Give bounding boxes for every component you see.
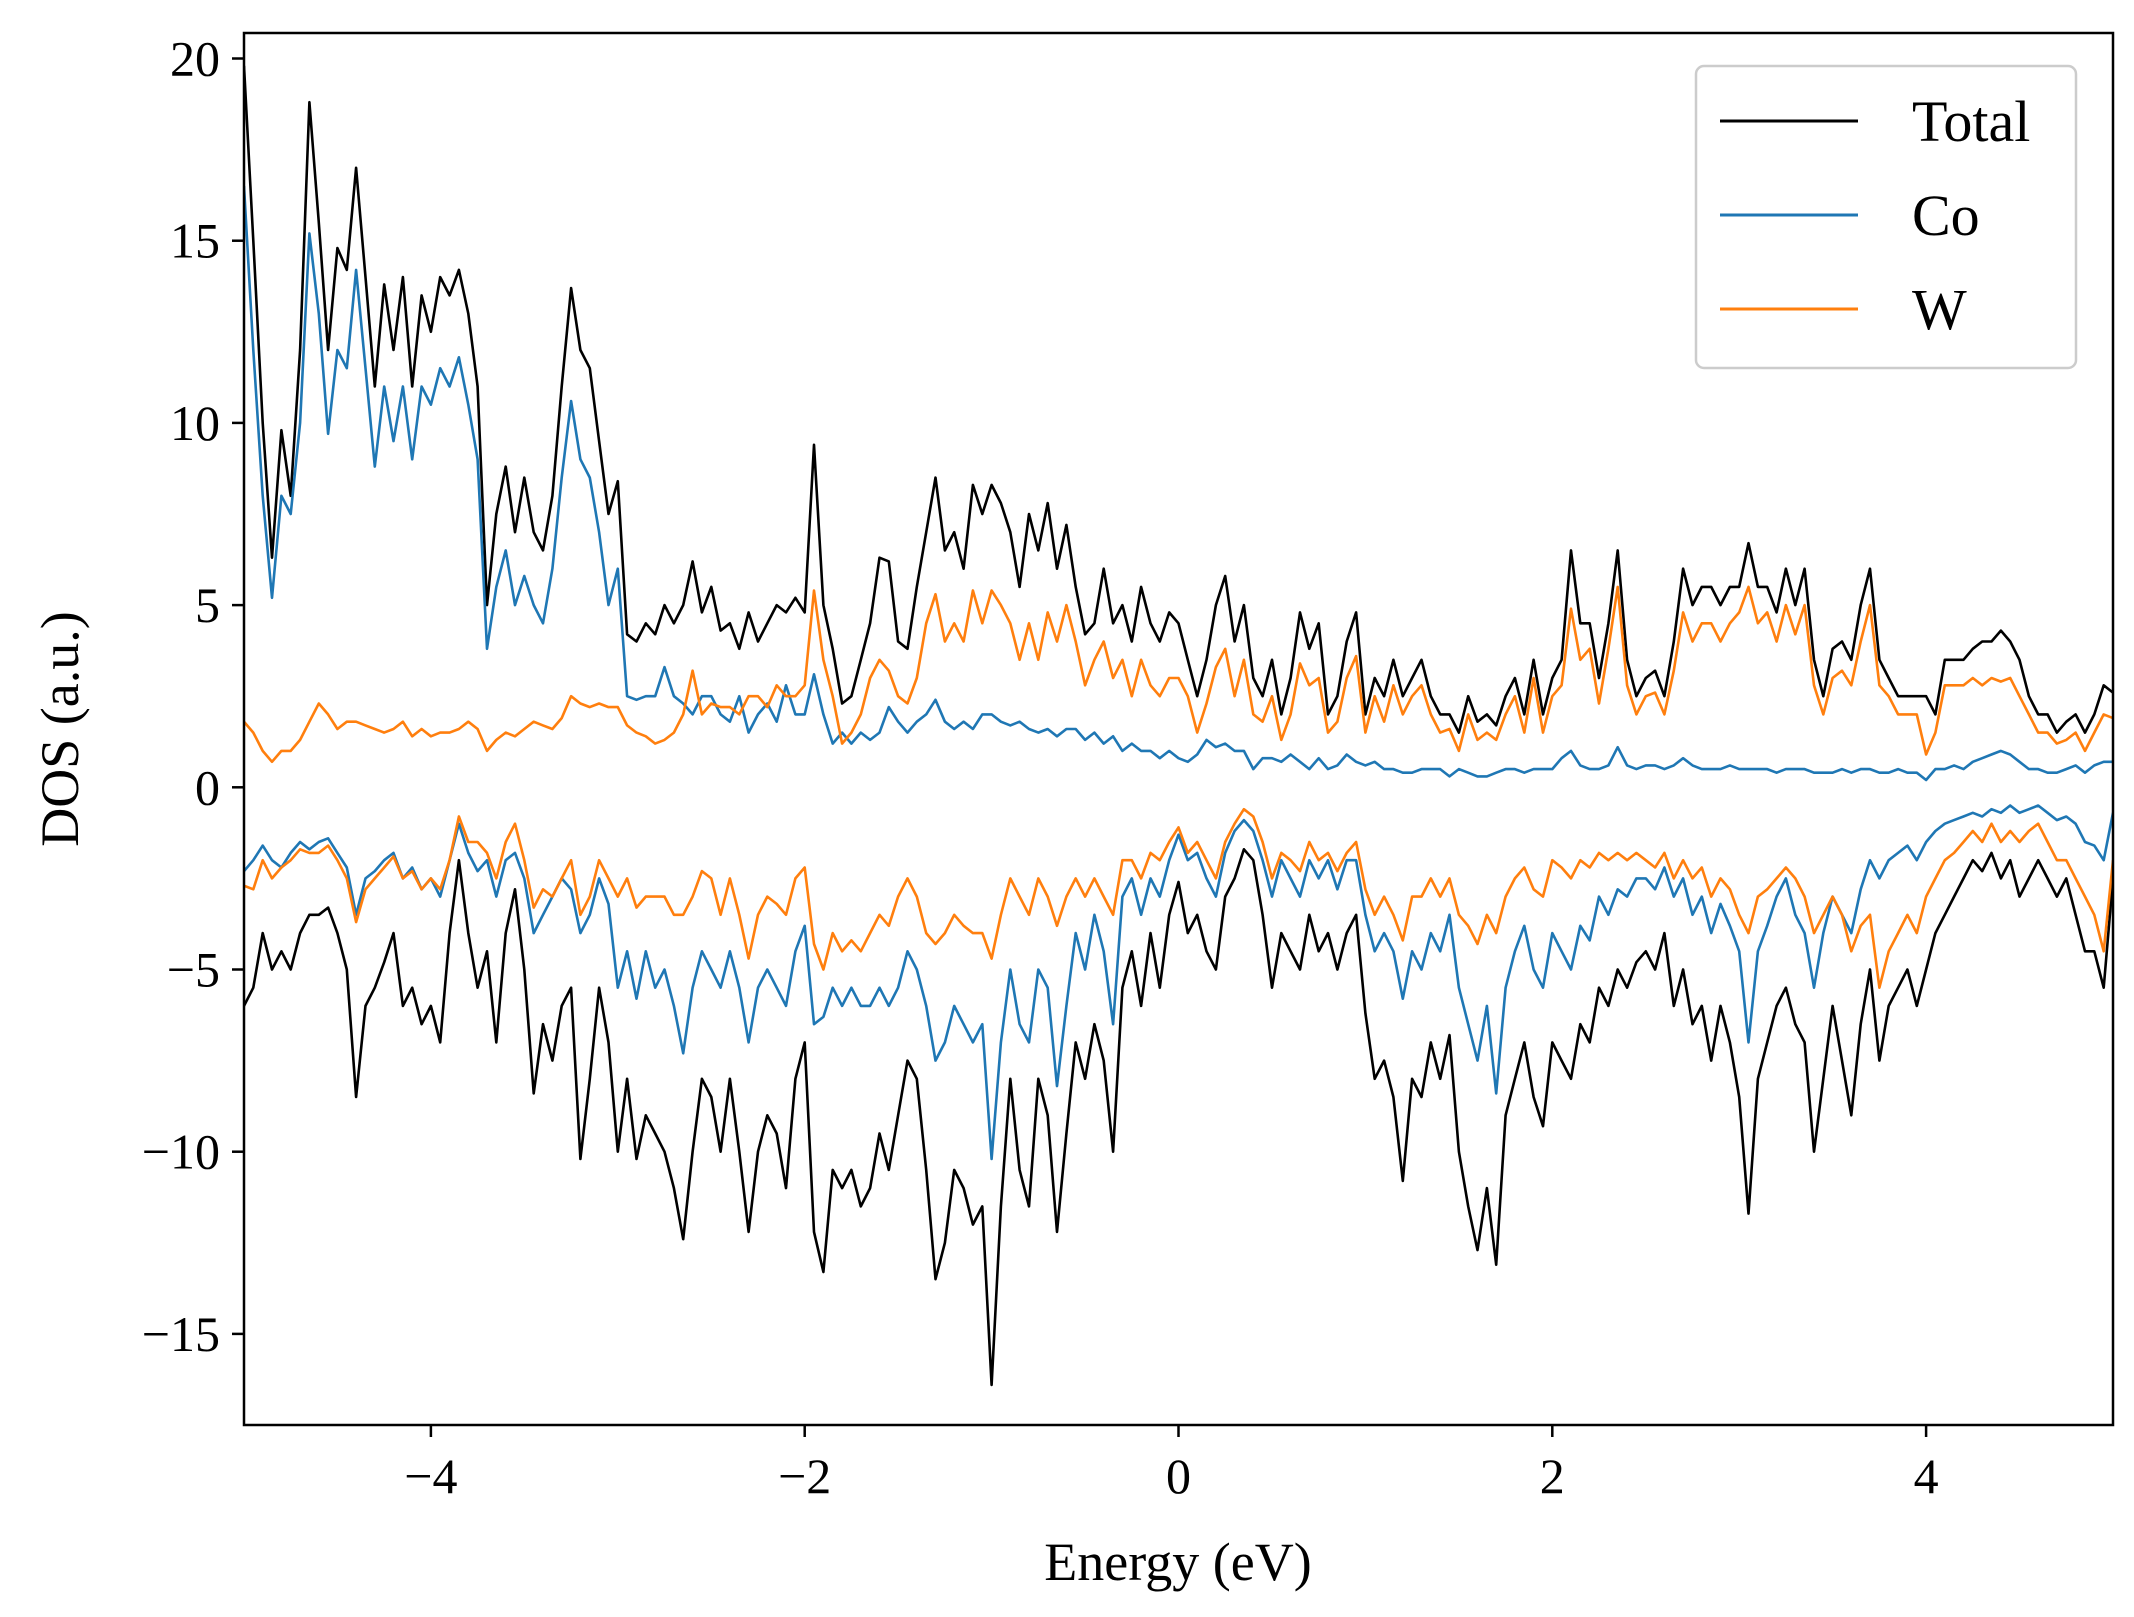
x-tick-label: 4: [1914, 1448, 1939, 1504]
y-tick-label: −15: [142, 1306, 220, 1362]
y-tick-label: −10: [142, 1124, 220, 1180]
series-line-w-spin-down: [244, 807, 2113, 989]
series-line-w-spin-up: [244, 585, 2113, 764]
y-tick-label: −5: [167, 942, 220, 998]
x-axis-label: Energy (eV): [1044, 1532, 1311, 1592]
legend-label-total: Total: [1912, 89, 2030, 154]
legend-box: [1694, 64, 2078, 370]
y-axis-label: DOS (a.u.): [30, 611, 90, 846]
y-tick-label: 20: [170, 31, 220, 87]
series-lines: [244, 65, 2113, 1387]
legend-label-w: W: [1912, 277, 1967, 342]
y-tick-label: 15: [170, 213, 220, 269]
y-tick-label: 10: [170, 395, 220, 451]
x-tick-label: 2: [1540, 1448, 1565, 1504]
series-line-total-spin-down: [244, 848, 2113, 1387]
series-line-total-spin-up: [244, 65, 2113, 734]
x-tick-label: 0: [1166, 1448, 1191, 1504]
y-tick-label: 5: [195, 577, 220, 633]
series-line-co-spin-up: [244, 185, 2113, 782]
x-axis-ticks: −4 −2 0 2 4: [404, 1425, 1939, 1504]
y-axis-ticks: −15 −10 −5 0 5 10 15 20: [142, 31, 244, 1362]
legend: Total Co W: [1694, 64, 2078, 370]
x-tick-label: −2: [778, 1448, 831, 1504]
y-tick-label: 0: [195, 759, 220, 815]
x-tick-label: −4: [404, 1448, 457, 1504]
legend-label-co: Co: [1912, 183, 1980, 248]
